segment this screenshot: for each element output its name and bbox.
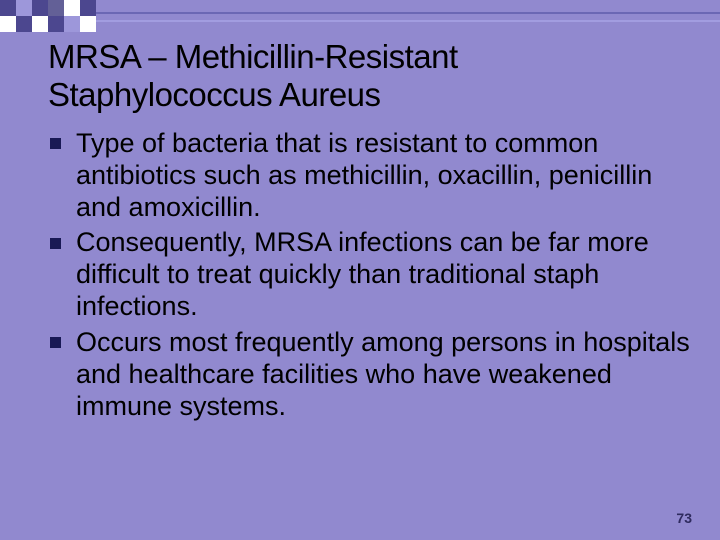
checker-cell xyxy=(48,16,64,32)
square-bullet-icon xyxy=(50,238,61,249)
slide: MRSA – Methicillin-Resistant Staphylococ… xyxy=(0,0,720,540)
checker-cell xyxy=(32,0,48,16)
checker-cell xyxy=(64,0,80,16)
bullet-text: Type of bacteria that is resistant to co… xyxy=(76,128,652,222)
page-number: 73 xyxy=(676,510,692,526)
checker-cell xyxy=(16,16,32,32)
checker-cell xyxy=(32,16,48,32)
checker-cell xyxy=(16,0,32,16)
checker-block xyxy=(0,0,96,32)
top-decoration xyxy=(0,0,720,32)
content-area: MRSA – Methicillin-Resistant Staphylococ… xyxy=(48,38,690,427)
bullet-item: Consequently, MRSA infections can be far… xyxy=(48,227,690,323)
checker-cell xyxy=(0,16,16,32)
top-line-2 xyxy=(0,20,720,22)
checker-cell xyxy=(48,0,64,16)
bullet-item: Type of bacteria that is resistant to co… xyxy=(48,128,690,224)
slide-title: MRSA – Methicillin-Resistant Staphylococ… xyxy=(48,38,690,114)
square-bullet-icon xyxy=(50,138,61,149)
top-line-1 xyxy=(0,12,720,14)
bullet-item: Occurs most frequently among persons in … xyxy=(48,327,690,423)
bullet-list: Type of bacteria that is resistant to co… xyxy=(48,128,690,423)
checker-cell xyxy=(0,0,16,16)
bullet-text: Consequently, MRSA infections can be far… xyxy=(76,227,649,321)
checker-cell xyxy=(80,0,96,16)
checker-cell xyxy=(80,16,96,32)
checker-cell xyxy=(64,16,80,32)
square-bullet-icon xyxy=(50,337,61,348)
bullet-text: Occurs most frequently among persons in … xyxy=(76,327,690,421)
